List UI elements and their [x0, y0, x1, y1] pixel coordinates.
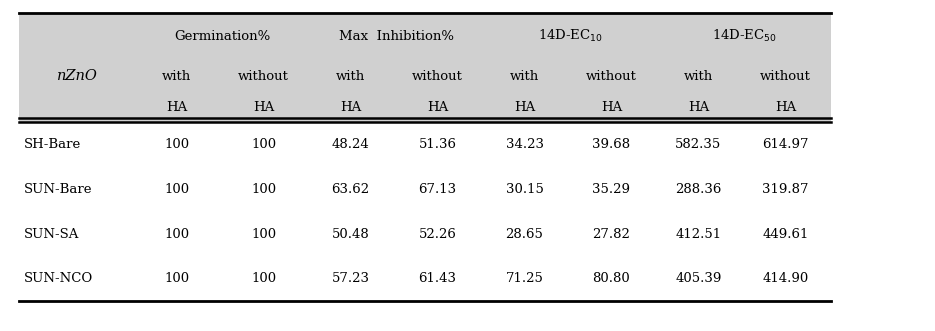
- Text: without: without: [412, 70, 463, 83]
- Text: SH-Bare: SH-Bare: [24, 138, 81, 151]
- Text: 51.36: 51.36: [419, 138, 456, 151]
- Text: HA: HA: [427, 101, 448, 114]
- Text: 28.65: 28.65: [506, 228, 543, 241]
- Text: without: without: [586, 70, 637, 83]
- Bar: [19, 122, 831, 167]
- Text: nZnO: nZnO: [57, 69, 97, 83]
- Text: 14D-EC$_{50}$: 14D-EC$_{50}$: [712, 28, 777, 44]
- Text: 405.39: 405.39: [675, 272, 722, 285]
- Text: HA: HA: [688, 101, 709, 114]
- Text: 14D-EC$_{10}$: 14D-EC$_{10}$: [538, 28, 603, 44]
- Text: 100: 100: [252, 138, 276, 151]
- Text: 80.80: 80.80: [593, 272, 630, 285]
- Text: with: with: [683, 70, 713, 83]
- Text: 582.35: 582.35: [675, 138, 722, 151]
- Bar: [19, 167, 831, 212]
- Text: 39.68: 39.68: [593, 138, 630, 151]
- Text: 100: 100: [165, 138, 189, 151]
- Text: HA: HA: [253, 101, 274, 114]
- Text: 449.61: 449.61: [762, 228, 809, 241]
- Text: with: with: [510, 70, 539, 83]
- Text: without: without: [760, 70, 811, 83]
- Text: 412.51: 412.51: [675, 228, 722, 241]
- Text: 414.90: 414.90: [762, 272, 809, 285]
- Text: HA: HA: [514, 101, 535, 114]
- Text: with: with: [336, 70, 366, 83]
- Bar: [19, 212, 831, 257]
- Text: 50.48: 50.48: [332, 228, 369, 241]
- Text: 614.97: 614.97: [762, 138, 809, 151]
- Text: 48.24: 48.24: [332, 138, 369, 151]
- Text: HA: HA: [775, 101, 796, 114]
- Text: 30.15: 30.15: [506, 183, 543, 196]
- Text: 288.36: 288.36: [675, 183, 722, 196]
- Text: 100: 100: [252, 272, 276, 285]
- Text: SUN-NCO: SUN-NCO: [24, 272, 94, 285]
- Text: without: without: [238, 70, 289, 83]
- Text: 100: 100: [252, 183, 276, 196]
- Text: SUN-SA: SUN-SA: [24, 228, 79, 241]
- Text: 52.26: 52.26: [419, 228, 456, 241]
- Text: 61.43: 61.43: [419, 272, 456, 285]
- Text: HA: HA: [340, 101, 361, 114]
- Text: 57.23: 57.23: [332, 272, 369, 285]
- Text: HA: HA: [166, 101, 187, 114]
- Text: 100: 100: [165, 272, 189, 285]
- Text: Germination%: Germination%: [175, 30, 270, 43]
- Text: 71.25: 71.25: [506, 272, 543, 285]
- Text: 35.29: 35.29: [593, 183, 630, 196]
- Text: 319.87: 319.87: [762, 183, 809, 196]
- Text: Max  Inhibition%: Max Inhibition%: [339, 30, 453, 43]
- Text: 67.13: 67.13: [419, 183, 456, 196]
- Bar: [19, 257, 831, 301]
- Text: HA: HA: [601, 101, 622, 114]
- Text: 63.62: 63.62: [332, 183, 369, 196]
- Text: with: with: [162, 70, 192, 83]
- Text: 27.82: 27.82: [593, 228, 630, 241]
- Text: 100: 100: [165, 183, 189, 196]
- Text: 34.23: 34.23: [506, 138, 543, 151]
- Text: 100: 100: [252, 228, 276, 241]
- Text: 100: 100: [165, 228, 189, 241]
- Text: SUN-Bare: SUN-Bare: [24, 183, 93, 196]
- Bar: [19, 13, 831, 122]
